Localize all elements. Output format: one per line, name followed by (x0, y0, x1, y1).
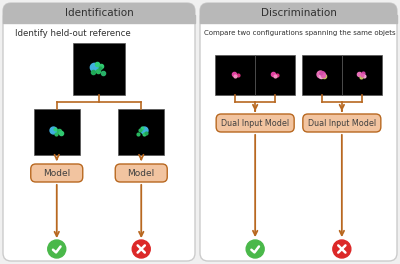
Bar (34, 109, 80, 155)
Bar (342, 55, 382, 95)
Circle shape (48, 240, 66, 258)
Text: Dual Input Model: Dual Input Model (308, 119, 376, 128)
Text: Identification: Identification (65, 8, 133, 18)
Text: Discrimination: Discrimination (260, 8, 336, 18)
Bar (255, 55, 295, 95)
Bar (73, 43, 125, 95)
FancyBboxPatch shape (200, 3, 397, 261)
Bar (118, 109, 164, 155)
FancyBboxPatch shape (303, 114, 381, 132)
FancyBboxPatch shape (3, 3, 195, 261)
Text: Identify held-out reference: Identify held-out reference (15, 29, 131, 37)
Circle shape (132, 240, 150, 258)
FancyBboxPatch shape (200, 3, 397, 23)
Polygon shape (3, 15, 195, 23)
Circle shape (246, 240, 264, 258)
Text: Dual Input Model: Dual Input Model (221, 119, 289, 128)
Circle shape (333, 240, 351, 258)
FancyBboxPatch shape (216, 114, 294, 132)
Bar (216, 55, 256, 95)
Bar (302, 55, 342, 95)
FancyBboxPatch shape (115, 164, 167, 182)
FancyBboxPatch shape (31, 164, 83, 182)
Polygon shape (200, 15, 397, 23)
FancyBboxPatch shape (3, 3, 195, 23)
Text: Compare two configurations spanning the same objets: Compare two configurations spanning the … (204, 30, 396, 36)
Text: Model: Model (128, 168, 155, 177)
Text: Model: Model (43, 168, 70, 177)
